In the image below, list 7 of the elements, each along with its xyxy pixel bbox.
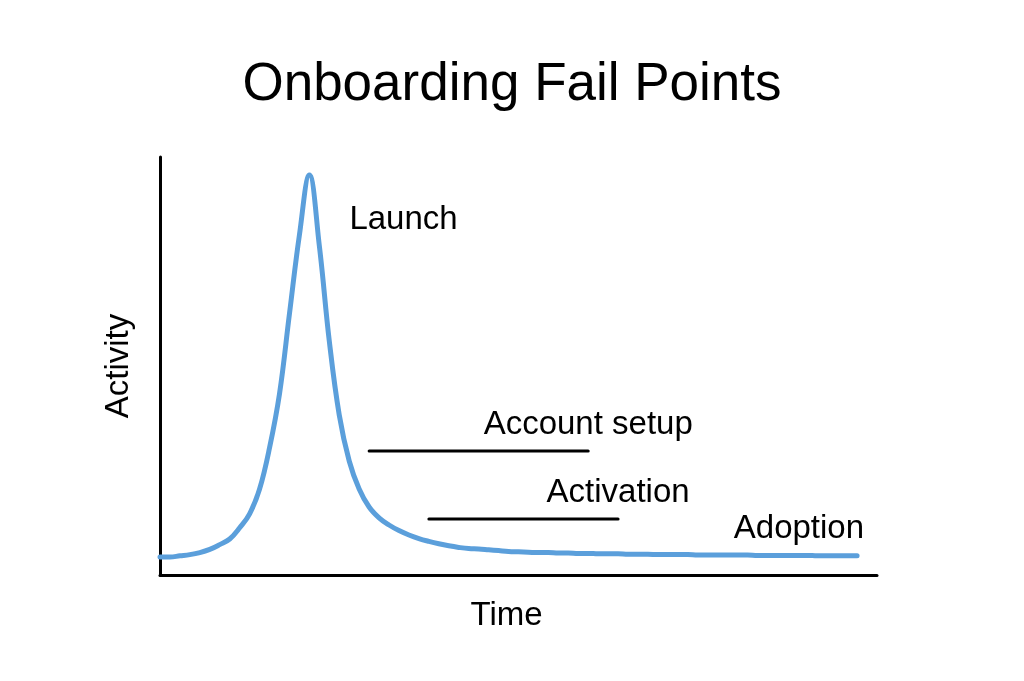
chart-title: Onboarding Fail Points: [242, 52, 782, 111]
y-axis-title: Activity: [98, 313, 135, 419]
series-label: Account setup: [483, 404, 693, 441]
series-label: Activation: [546, 472, 690, 509]
x-axis-title: Time: [470, 595, 543, 632]
annotation: Adoption: [733, 508, 865, 546]
annotation: Launch: [349, 198, 458, 236]
